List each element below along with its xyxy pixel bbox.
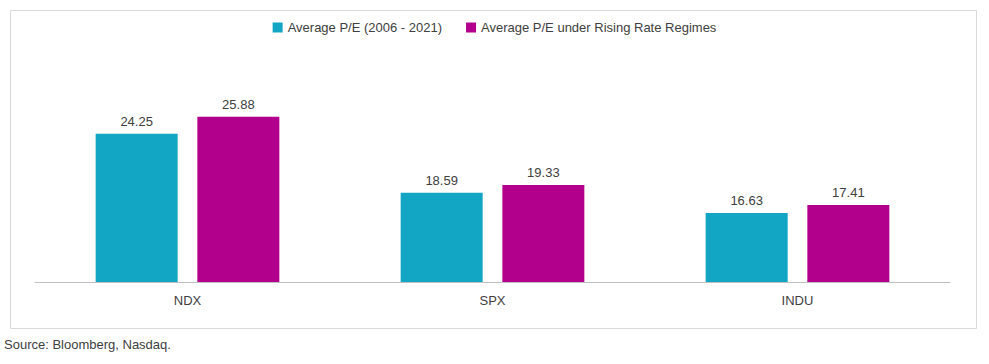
svg-text:24.25: 24.25 (120, 114, 153, 129)
svg-text:Average P/E (2006 - 2021): Average P/E (2006 - 2021) (288, 20, 442, 35)
svg-text:17.41: 17.41 (832, 185, 865, 200)
svg-text:19.33: 19.33 (527, 165, 560, 180)
svg-text:18.59: 18.59 (425, 173, 458, 188)
svg-text:Average P/E under Rising Rate: Average P/E under Rising Rate Regimes (481, 20, 717, 35)
svg-text:25.88: 25.88 (222, 97, 255, 112)
svg-text:16.63: 16.63 (730, 193, 763, 208)
svg-text:INDU: INDU (782, 293, 814, 308)
svg-text:NDX: NDX (174, 293, 202, 308)
svg-text:Source: Bloomberg, Nasdaq.: Source: Bloomberg, Nasdaq. (4, 337, 171, 352)
svg-text:SPX: SPX (479, 293, 505, 308)
